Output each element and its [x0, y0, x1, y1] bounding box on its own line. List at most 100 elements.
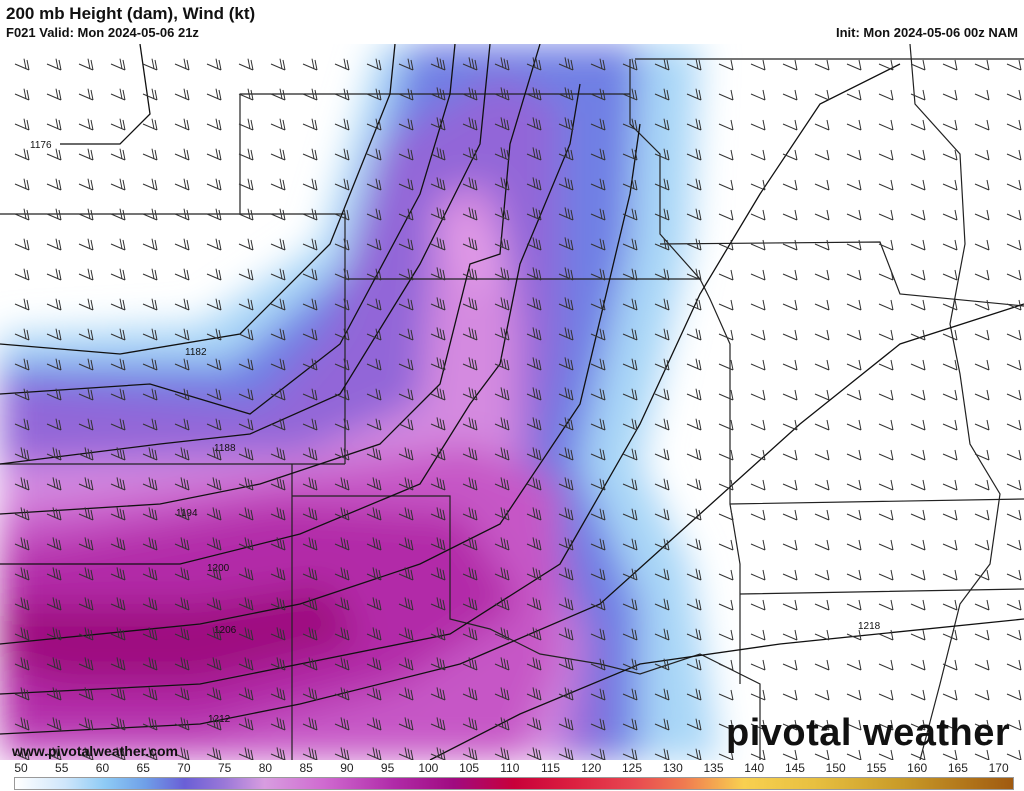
wind-barb: [334, 747, 350, 760]
wind-barb: [814, 89, 830, 101]
wind-barb: [686, 388, 702, 401]
wind-barb: [526, 117, 542, 131]
wind-barb: [878, 329, 894, 341]
wind-barb: [910, 599, 926, 611]
wind-barb: [430, 627, 446, 641]
wind-barb: [302, 507, 318, 521]
wind-barb: [494, 117, 510, 131]
wind-barb: [718, 629, 734, 641]
contour-label: 1176: [30, 140, 52, 151]
wind-barb: [590, 688, 606, 701]
wind-barb: [142, 418, 158, 431]
colorbar-tick-label: 140: [744, 761, 765, 775]
wind-barb: [302, 238, 318, 251]
wind-barb: [622, 658, 638, 671]
wind-barb: [654, 388, 670, 401]
wind-barb: [238, 477, 254, 491]
wind-barb: [846, 419, 862, 431]
wind-barb: [206, 477, 222, 491]
colorbar-tick-label: 150: [825, 761, 846, 775]
wind-barb: [814, 389, 830, 401]
wind-barb: [334, 208, 350, 221]
wind-barb: [590, 658, 606, 671]
colorbar-tick-label: 80: [258, 761, 273, 775]
colorbar-tick-label: 75: [217, 761, 232, 775]
wind-speed-fill: [0, 44, 1024, 760]
wind-barb: [846, 659, 862, 671]
wind-barb: [622, 598, 638, 611]
wind-barb: [46, 268, 62, 281]
wind-barb: [814, 119, 830, 131]
wind-barb: [78, 567, 94, 581]
wind-barb: [654, 358, 670, 371]
wind-barb: [814, 689, 830, 701]
wind-barb: [814, 599, 830, 611]
wind-barb: [750, 449, 766, 461]
wind-barb: [878, 419, 894, 431]
wind-barb: [686, 688, 702, 701]
wind-barb: [270, 388, 286, 401]
wind-barb: [910, 689, 926, 701]
wind-barb: [46, 687, 62, 701]
wind-barb: [334, 88, 350, 101]
wind-barb: [526, 57, 542, 71]
wind-barb: [334, 298, 350, 311]
wind-barb: [270, 328, 286, 341]
wind-barb: [398, 657, 414, 671]
wind-barb: [750, 719, 766, 731]
wind-barb: [462, 177, 478, 191]
wind-barb: [302, 178, 318, 191]
wind-barb: [334, 657, 350, 671]
wind-barb: [238, 657, 254, 671]
contour-label: 1218: [858, 621, 881, 632]
wind-barb: [878, 659, 894, 671]
wind-barb: [622, 268, 638, 281]
wind-barb: [878, 119, 894, 131]
contour-label: 1194: [176, 508, 198, 519]
wind-barb: [334, 717, 350, 731]
wind-barb: [334, 238, 350, 251]
wind-barb: [654, 688, 670, 701]
wind-barb: [430, 357, 446, 371]
wind-barb: [942, 359, 958, 371]
colorbar: [14, 777, 1014, 790]
wind-barb: [1006, 449, 1022, 461]
wind-barb: [238, 328, 254, 341]
wind-barb: [750, 629, 766, 641]
wind-barb: [462, 657, 478, 671]
wind-barb: [430, 417, 446, 431]
wind-barb: [814, 179, 830, 191]
wind-barb: [910, 659, 926, 671]
wind-barb: [622, 88, 638, 101]
wind-barb: [1006, 749, 1022, 760]
wind-barb: [526, 417, 542, 431]
wind-barb: [974, 209, 990, 221]
wind-barb: [686, 628, 702, 641]
wind-barb: [46, 477, 62, 491]
wind-barb: [814, 659, 830, 671]
colorbar-tick-label: 125: [622, 761, 643, 775]
wind-barb: [334, 268, 350, 281]
wind-barb: [526, 687, 542, 701]
weather-map: 1176 1182 1188 1194 1200 1206 1212 1218: [0, 44, 1024, 760]
wind-barb: [430, 507, 446, 521]
wind-barb: [238, 118, 254, 131]
wind-barb: [206, 88, 222, 101]
wind-barb: [302, 657, 318, 671]
wind-barb: [430, 447, 446, 461]
wind-barb: [14, 298, 30, 311]
valid-time: F021 Valid: Mon 2024-05-06 21z: [6, 25, 199, 40]
wind-barb: [46, 507, 62, 521]
wind-barb: [302, 388, 318, 401]
wind-barb: [750, 599, 766, 611]
wind-barb: [974, 629, 990, 641]
wind-barb: [814, 269, 830, 281]
wind-barb: [910, 569, 926, 581]
wind-barb: [78, 507, 94, 521]
colorbar-tick-label: 145: [784, 761, 805, 775]
wind-barb: [174, 118, 190, 131]
site-url[interactable]: www.pivotalweather.com: [12, 743, 178, 759]
wind-barb: [558, 57, 574, 71]
wind-barb: [270, 148, 286, 161]
colorbar-tick-label: 170: [988, 761, 1009, 775]
